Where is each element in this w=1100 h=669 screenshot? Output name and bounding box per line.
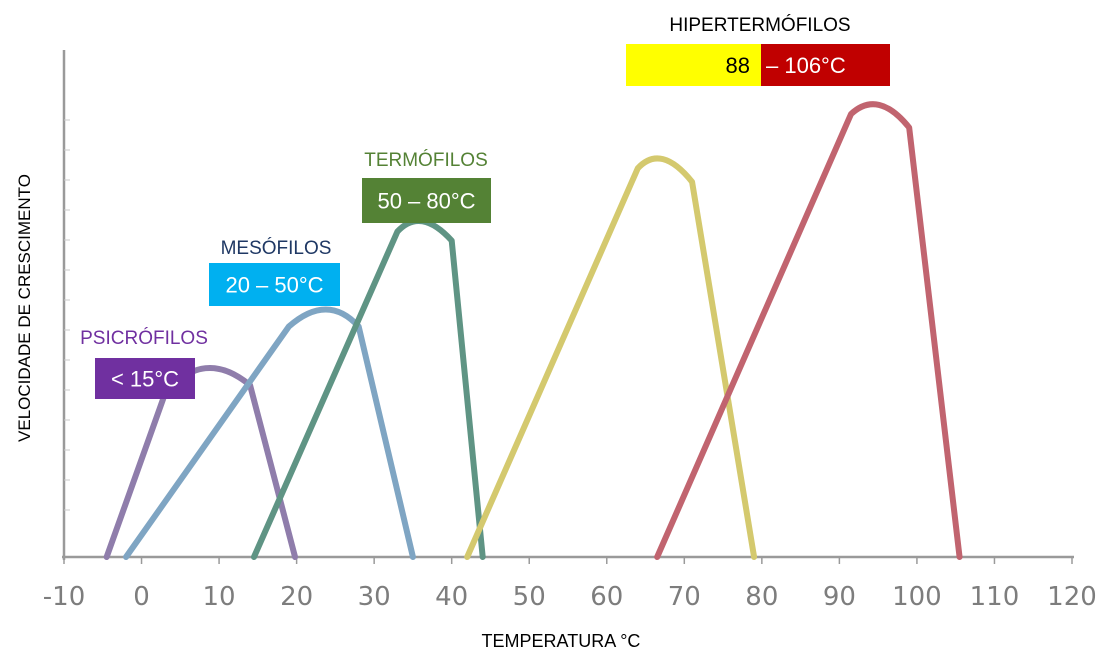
x-tick-label: 40 — [435, 582, 468, 612]
hipertermofilos-range-b: – 106°C — [766, 53, 846, 78]
hipertermofilos-range-a: 88 — [726, 53, 750, 78]
x-tick-label: 60 — [590, 582, 623, 612]
x-tick-label: 90 — [823, 582, 856, 612]
termofilos-range: 50 – 80°C — [377, 189, 475, 214]
psicrofilos-label: PSICRÓFILOS — [80, 327, 208, 349]
psicrofilos-range-box — [95, 358, 195, 399]
termofilos-label: TERMÓFILOS — [364, 149, 488, 171]
x-tick-label: 80 — [745, 582, 778, 612]
x-axis-label: TEMPERATURA °C — [482, 631, 641, 651]
x-tick-labels: -10 0 10 20 30 40 50 60 70 80 90 100 110 120 — [43, 582, 1097, 612]
mesofilos-range-box — [209, 263, 340, 306]
y-axis-label: VELOCIDADE DE CRESCIMENTO — [15, 174, 34, 442]
x-tick-label: 20 — [280, 582, 313, 612]
x-tick-label: -10 — [43, 582, 85, 612]
termofilos-range-box — [362, 178, 491, 223]
x-tick-label: 50 — [513, 582, 546, 612]
series-curves — [103, 101, 963, 560]
x-tick-label: 110 — [970, 582, 1020, 612]
hipertermofilos_curve-curve — [464, 155, 758, 560]
x-tick-label: 30 — [358, 582, 391, 612]
mesofilos-label: MESÓFILOS — [221, 237, 332, 259]
mesofilos-range: 20 – 50°C — [225, 273, 323, 298]
group-labels: PSICRÓFILOS < 15°C MESÓFILOS 20 – 50°C TERMÓ… — [80, 14, 890, 399]
x-tick-label: 100 — [892, 582, 942, 612]
hipertermofilos_extreme-curve — [654, 101, 963, 560]
x-tick-label: 120 — [1047, 582, 1097, 612]
x-tick-label: 0 — [133, 582, 150, 612]
x-tick-label: 70 — [668, 582, 701, 612]
hipertermofilos-range-a-box — [626, 44, 761, 86]
psicrofilos-range: < 15°C — [111, 367, 179, 392]
hipertermofilos-label: HIPERTERMÓFILOS — [669, 14, 850, 36]
x-tick-label: 10 — [203, 582, 236, 612]
axes — [62, 50, 1074, 564]
hipertermofilos-range-b-box — [761, 44, 890, 86]
